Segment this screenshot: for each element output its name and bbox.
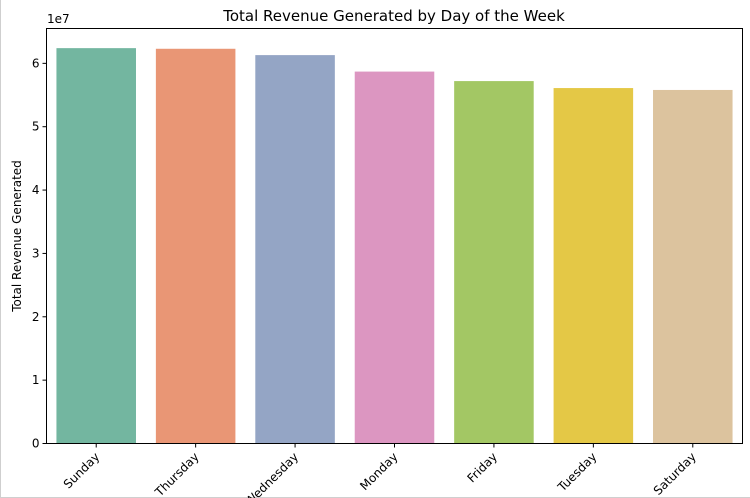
bar-sunday — [56, 48, 136, 444]
bar-thursday — [155, 48, 236, 444]
y-tick-label: 6 — [32, 56, 40, 70]
y-tick-label: 5 — [32, 120, 40, 134]
y-tick-label: 1 — [32, 373, 40, 387]
chart-title: Total Revenue Generated by Day of the We… — [222, 7, 565, 25]
x-ticks-group: Sunday Thursday Wednesday Monday Friday Tuesd… — [61, 443, 699, 498]
x-tick-label-tuesday: Tuesday — [554, 450, 599, 495]
plot-frame — [46, 28, 743, 444]
bar-saturday — [653, 89, 733, 444]
bar-friday — [454, 81, 534, 444]
y-tick-label: 0 — [32, 437, 40, 451]
y-tick-label: 3 — [32, 246, 40, 260]
y-axis-label: Total Revenue Generated — [10, 160, 24, 313]
bar-wednesday — [255, 55, 335, 444]
y-axis-offset-label: 1e7 — [47, 12, 70, 26]
x-tick-label-thursday: Thursday — [152, 450, 202, 498]
x-tick-label-saturday: Saturday — [651, 450, 699, 498]
y-tick-label: 4 — [32, 183, 40, 197]
y-ticks-group: 0 1 2 3 4 5 6 — [32, 56, 47, 451]
bar-monday — [354, 71, 435, 444]
bars-group — [56, 48, 733, 444]
bar-tuesday — [553, 88, 634, 444]
x-tick-label-monday: Monday — [357, 450, 400, 493]
x-tick-label-friday: Friday — [464, 450, 500, 486]
x-tick-label-wednesday: Wednesday — [242, 450, 301, 498]
y-tick-label: 2 — [32, 310, 40, 324]
x-tick-label-sunday: Sunday — [61, 450, 103, 492]
window-left-border — [0, 0, 1, 498]
